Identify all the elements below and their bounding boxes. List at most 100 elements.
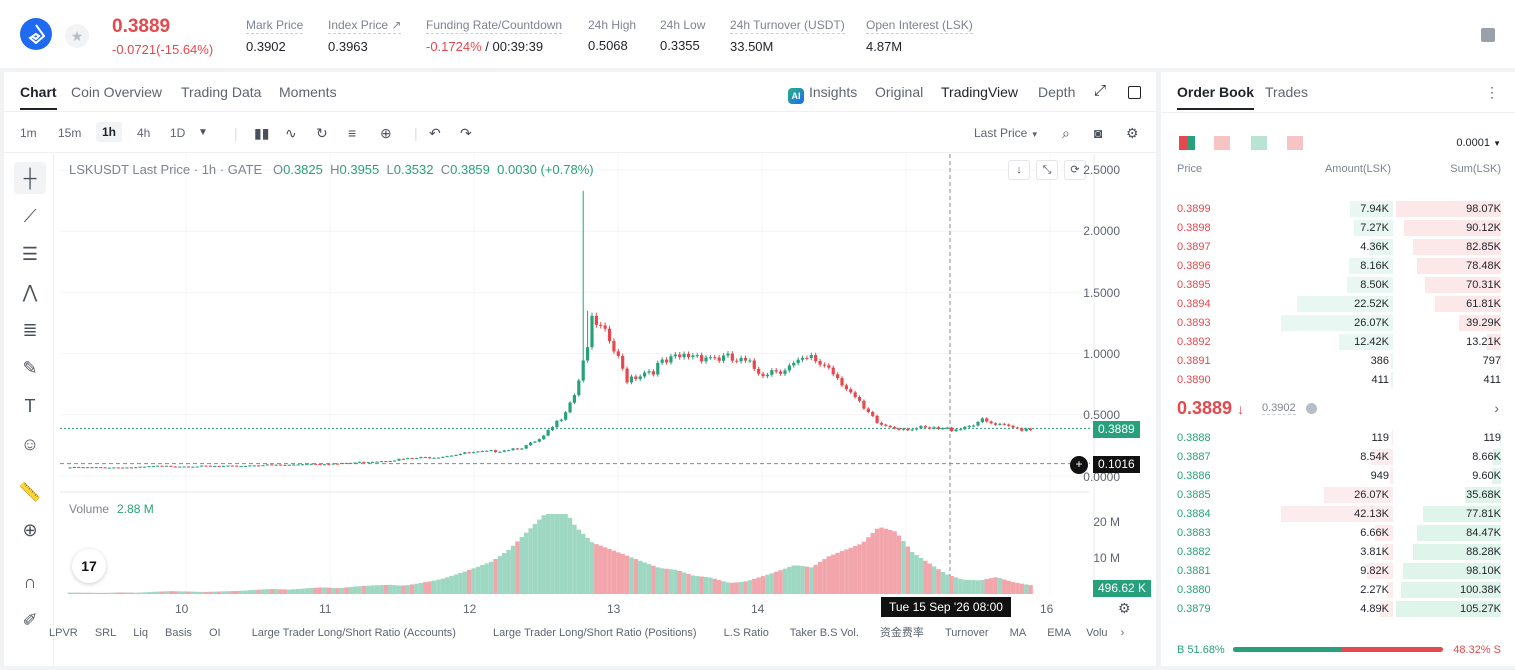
price-type-select[interactable]: Last Price ▼ (974, 126, 1039, 140)
ask-row[interactable]: 0.3898 7.27K 90.12K (1161, 219, 1515, 238)
indicator-turnover[interactable]: Turnover (944, 627, 989, 639)
tab-order-book[interactable]: Order Book (1177, 84, 1255, 110)
indicator-ltlsr-accounts[interactable]: Large Trader Long/Short Ratio (Accounts) (251, 627, 456, 639)
bid-row[interactable]: 0.3883 6.66K 84.47K (1161, 524, 1515, 543)
tab-tradingview[interactable]: TradingView (941, 84, 1019, 100)
ask-row[interactable]: 0.3899 7.94K 98.07K (1161, 200, 1515, 219)
candlestick-icon[interactable]: ▮▮ (254, 125, 270, 141)
ask-row[interactable]: 0.3894 22.52K 61.81K (1161, 295, 1515, 314)
bid-row[interactable]: 0.3881 9.82K 98.10K (1161, 562, 1515, 581)
horizontal-lines-icon[interactable]: ☰ (21, 244, 39, 264)
interval-4h[interactable]: 4h (137, 126, 151, 140)
indicator-ma[interactable]: MA (1009, 627, 1027, 639)
indicator-volume[interactable]: Volu (1086, 627, 1108, 639)
view-both-icon[interactable] (1179, 136, 1195, 150)
ask-row[interactable]: 0.3891 386 797 (1161, 352, 1515, 371)
ruler-icon[interactable]: 📏 (18, 482, 42, 502)
tab-trades[interactable]: Trades (1265, 84, 1309, 100)
indicator-icon[interactable]: ∿ (285, 125, 297, 141)
crosshair-icon[interactable]: ┼ (14, 162, 46, 194)
window-icon[interactable] (1128, 86, 1141, 99)
tab-coin-overview[interactable]: Coin Overview (71, 84, 163, 100)
price-chart[interactable] (60, 154, 1100, 600)
tab-original[interactable]: Original (875, 84, 924, 100)
emoji-icon[interactable]: ☺ (20, 434, 40, 454)
template-icon[interactable]: ≡ (348, 125, 357, 141)
fullscreen-icon[interactable]: ⤢ (1094, 82, 1107, 99)
indicator-liq[interactable]: Liq (133, 627, 148, 639)
view-bids-icon[interactable] (1251, 136, 1267, 150)
bid-row[interactable]: 0.3888 119 119 (1161, 429, 1515, 448)
tab-chart[interactable]: Chart (20, 84, 57, 110)
text-icon[interactable]: T (24, 396, 36, 416)
interval-1d[interactable]: 1D (170, 126, 186, 140)
indicator-lpvr[interactable]: LPVR (49, 627, 78, 639)
bid-row[interactable]: 0.3887 8.54K 8.66K (1161, 448, 1515, 467)
candle-body (704, 357, 708, 362)
sum-depth-bar (1435, 296, 1501, 312)
stat-label[interactable]: 24h Turnover (USDT) (730, 18, 845, 34)
favorite-star-icon[interactable]: ★ (65, 24, 89, 48)
chevron-right-icon[interactable]: › (1120, 627, 1125, 639)
settings-icon[interactable]: ⚙ (1118, 600, 1131, 616)
ask-row[interactable]: 0.3893 26.07K 39.29K (1161, 314, 1515, 333)
indicator-taker-vol[interactable]: Taker B.S Vol. (789, 627, 859, 639)
stat-label[interactable]: Funding Rate/Countdown (426, 18, 563, 34)
indicator-funding-rate[interactable]: 资金费率 (879, 627, 924, 639)
indicator-srl[interactable]: SRL (94, 627, 117, 639)
zoom-in-icon[interactable]: ⊕ (22, 520, 38, 540)
replay-icon[interactable]: ↻ (316, 125, 328, 141)
undo-icon[interactable]: ↶ (429, 125, 441, 141)
stat-label[interactable]: Index Price ↗ (328, 18, 402, 34)
bid-row[interactable]: 0.3882 3.81K 88.28K (1161, 543, 1515, 562)
tab-depth[interactable]: Depth (1038, 84, 1076, 100)
indicator-oi[interactable]: OI (209, 627, 221, 639)
collapse-icon[interactable]: ⤡ (1036, 160, 1058, 180)
bid-row[interactable]: 0.3885 26.07K 35.68K (1161, 486, 1515, 505)
ask-row[interactable]: 0.3896 8.16K 78.48K (1161, 257, 1515, 276)
indicator-ls-ratio[interactable]: L.S Ratio (723, 627, 769, 639)
indicator-basis[interactable]: Basis (165, 627, 192, 639)
pattern-icon[interactable]: ⋀ (22, 282, 38, 302)
add-indicator-icon[interactable]: ⊕ (380, 125, 392, 141)
stat-label[interactable]: Open Interest (LSK) (866, 18, 973, 34)
fib-icon[interactable]: ≣ (22, 320, 38, 340)
ask-row[interactable]: 0.3897 4.36K 82.85K (1161, 238, 1515, 257)
tab-trading-data[interactable]: Trading Data (181, 84, 262, 100)
magnet-icon[interactable]: ∩ (23, 572, 37, 592)
view-alt-icon[interactable] (1287, 136, 1303, 150)
ask-row[interactable]: 0.3892 12.42K 13.21K (1161, 333, 1515, 352)
chevron-down-icon[interactable]: ▼ (198, 127, 208, 138)
bid-row[interactable]: 0.3879 4.89K 105.27K (1161, 600, 1515, 619)
bid-row[interactable]: 0.3884 42.13K 77.81K (1161, 505, 1515, 524)
stat-label[interactable]: Mark Price (246, 18, 304, 34)
indicator-ltlsr-positions[interactable]: Large Trader Long/Short Ratio (Positions… (492, 627, 697, 639)
bid-row[interactable]: 0.3886 949 9.60K (1161, 467, 1515, 486)
trend-line-icon[interactable]: ⟋ (23, 206, 37, 226)
gear-icon[interactable]: ⚙ (1126, 125, 1139, 141)
tradingview-logo[interactable]: 17 (72, 549, 106, 583)
camera-icon[interactable]: ◙ (1094, 125, 1103, 141)
indicator-ema[interactable]: EMA (1047, 627, 1072, 639)
interval-15m[interactable]: 15m (58, 126, 82, 140)
interval-1m[interactable]: 1m (20, 126, 37, 140)
more-icon[interactable]: ⋮ (1485, 84, 1499, 100)
brush-icon[interactable]: ✎ (22, 358, 38, 378)
row-price: 0.3888 (1177, 432, 1211, 444)
add-alert-icon[interactable]: + (1070, 456, 1088, 474)
ask-row[interactable]: 0.3895 8.50K 70.31K (1161, 276, 1515, 295)
tab-insights[interactable]: AI Insights (788, 84, 857, 104)
ask-row[interactable]: 0.3890 411 411 (1161, 371, 1515, 390)
search-icon[interactable]: ⌕ (1062, 125, 1070, 141)
arrow-down-icon[interactable]: ↓ (1008, 160, 1030, 180)
bid-row[interactable]: 0.3880 2.27K 100.38K (1161, 581, 1515, 600)
precision-select[interactable]: 0.0001 ▼ (1456, 137, 1501, 149)
redo-icon[interactable]: ↷ (460, 125, 472, 141)
pencil-icon[interactable]: ✐ (22, 610, 38, 630)
interval-1h[interactable]: 1h (96, 122, 123, 142)
tab-moments[interactable]: Moments (279, 84, 337, 100)
book-icon[interactable] (1481, 28, 1495, 42)
chevron-right-icon[interactable]: › (1494, 400, 1499, 416)
rotate-icon[interactable]: ⟳ (1064, 160, 1086, 180)
view-asks-icon[interactable] (1214, 136, 1230, 150)
